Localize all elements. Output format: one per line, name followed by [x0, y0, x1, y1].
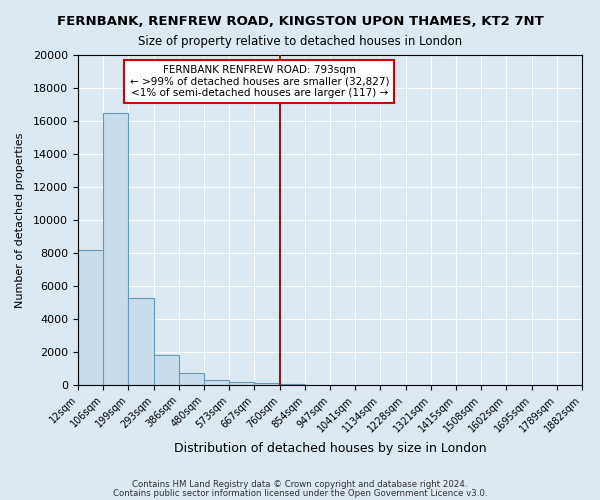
Bar: [103, 113, 128, 385]
X-axis label: Distribution of detached houses by size in London: Distribution of detached houses by size …: [173, 442, 487, 456]
Text: Size of property relative to detached houses in London: Size of property relative to detached ho…: [138, 35, 462, 48]
Text: FERNBANK, RENFREW ROAD, KINGSTON UPON THAMES, KT2 7NT: FERNBANK, RENFREW ROAD, KINGSTON UPON TH…: [56, 15, 544, 28]
Bar: [154, 356, 179, 385]
Bar: [78, 250, 103, 385]
Text: Contains HM Land Registry data © Crown copyright and database right 2024.: Contains HM Land Registry data © Crown c…: [132, 480, 468, 489]
Bar: [254, 383, 280, 385]
Bar: [204, 380, 229, 385]
Y-axis label: Number of detached properties: Number of detached properties: [15, 132, 25, 308]
Bar: [229, 382, 254, 385]
Text: FERNBANK RENFREW ROAD: 793sqm
← >99% of detached houses are smaller (32,827)
<1%: FERNBANK RENFREW ROAD: 793sqm ← >99% of …: [130, 65, 389, 98]
Bar: [280, 384, 305, 385]
Text: Contains public sector information licensed under the Open Government Licence v3: Contains public sector information licen…: [113, 488, 487, 498]
Bar: [179, 372, 204, 385]
Bar: [128, 298, 154, 385]
